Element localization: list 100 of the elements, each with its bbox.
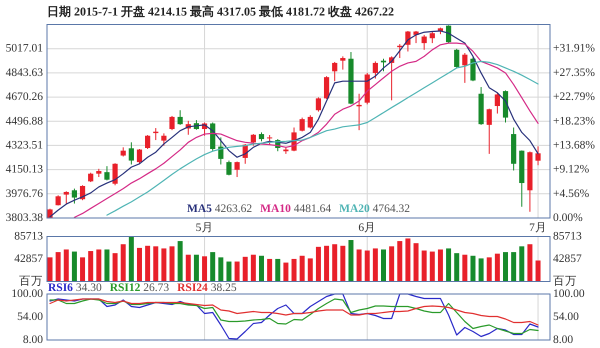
bar	[519, 246, 524, 282]
bar	[56, 252, 61, 282]
bar	[478, 258, 484, 282]
bar	[308, 258, 313, 282]
candlestick	[145, 134, 150, 150]
candlestick	[316, 96, 322, 112]
candlestick	[136, 148, 142, 164]
bar	[389, 246, 394, 282]
bar	[422, 250, 427, 282]
y2-tick-label: +13.68%	[553, 139, 596, 152]
bar	[454, 253, 460, 282]
bar	[324, 246, 330, 282]
y2-tick-label: 42857	[553, 253, 582, 265]
y-tick-label: 4323.51	[6, 139, 44, 152]
y-tick-label: 3803.38	[6, 212, 44, 224]
candlestick	[422, 34, 427, 50]
bar	[267, 258, 272, 282]
candlestick	[356, 93, 362, 131]
candlestick	[56, 194, 61, 206]
candlestick	[226, 160, 232, 176]
line-series	[49, 298, 539, 326]
candlestick	[324, 76, 330, 100]
bar	[96, 249, 102, 282]
bar	[275, 258, 280, 282]
series-label: RSI24 38.25	[177, 282, 237, 294]
candlestick	[128, 142, 134, 165]
line-series	[49, 293, 539, 340]
bar	[210, 252, 216, 282]
bar	[104, 249, 110, 282]
candlestick	[462, 52, 468, 84]
bar	[128, 236, 134, 282]
candlestick	[430, 31, 435, 44]
y-tick-label: 54.00	[17, 311, 44, 323]
bar	[332, 244, 338, 282]
bar	[48, 257, 53, 282]
series-label: RSI6 34.30	[48, 282, 102, 294]
bar	[64, 249, 69, 282]
bar	[511, 252, 516, 282]
candlestick	[454, 48, 460, 68]
bar	[372, 248, 378, 282]
bar	[145, 246, 150, 282]
bar	[226, 262, 232, 282]
candlestick	[267, 134, 272, 146]
bar	[153, 246, 158, 282]
y2-tick-label: 8.00	[553, 334, 574, 346]
bar	[202, 256, 208, 282]
bar	[430, 252, 435, 282]
bar	[462, 254, 468, 282]
candlestick	[332, 61, 338, 82]
candlestick	[308, 114, 313, 129]
text: MA5 4263.62	[186, 203, 252, 215]
y2-tick-label: +27.35%	[553, 66, 596, 79]
y2-tick-label: +22.79%	[553, 91, 596, 104]
candlestick	[64, 190, 69, 204]
line-series	[49, 298, 539, 334]
bar	[170, 246, 175, 282]
x-tick-label: 5月	[196, 221, 214, 234]
y-tick-label: 4670.26	[6, 91, 44, 104]
bar	[364, 250, 370, 282]
candlestick	[218, 136, 224, 165]
bar	[234, 262, 240, 282]
x-tick-label: 6月	[358, 221, 376, 234]
bar	[503, 252, 508, 282]
y-tick-label: 85713	[14, 230, 44, 242]
candlestick	[486, 108, 492, 154]
bar	[242, 256, 248, 282]
bar	[136, 248, 142, 282]
bar	[381, 249, 386, 282]
text: MA20 4764.32	[339, 203, 410, 215]
y-tick-label: 100.00	[11, 288, 44, 300]
y2-tick-label: 85713	[553, 230, 582, 242]
y2-tick-label: 百万	[553, 274, 577, 288]
bar	[161, 248, 166, 282]
y-tick-label: 3976.76	[6, 188, 44, 200]
candlestick	[153, 128, 158, 141]
bar	[446, 248, 452, 282]
bar	[250, 254, 256, 282]
candlestick	[104, 166, 110, 181]
candlestick	[169, 115, 175, 131]
bar	[283, 262, 288, 282]
bar	[348, 240, 354, 282]
bar	[300, 256, 305, 282]
bar	[470, 256, 476, 282]
y-tick-label: 4843.63	[6, 66, 44, 79]
y-tick-label: 42857	[14, 253, 44, 265]
y-tick-label: 4150.13	[6, 164, 44, 176]
bar	[405, 238, 410, 282]
bar	[258, 256, 264, 282]
candlestick	[72, 188, 78, 204]
candlestick	[372, 60, 378, 80]
bar	[527, 244, 532, 282]
bar	[292, 258, 297, 282]
bar	[80, 257, 86, 282]
y-tick-label: 8.00	[22, 334, 44, 346]
y2-tick-label: 0.00%	[553, 212, 584, 224]
candlestick	[340, 56, 346, 70]
bar	[218, 257, 224, 282]
bar	[438, 249, 443, 282]
bar	[494, 254, 500, 282]
bar	[486, 257, 492, 282]
